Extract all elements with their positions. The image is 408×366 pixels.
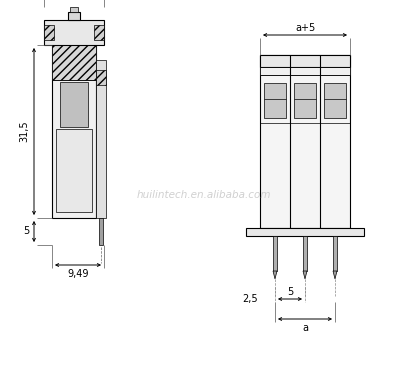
Polygon shape xyxy=(303,271,307,279)
Bar xyxy=(60,82,88,127)
Bar xyxy=(260,55,350,67)
Bar xyxy=(70,7,78,12)
Text: 5: 5 xyxy=(287,287,293,297)
Text: 2,5: 2,5 xyxy=(242,294,258,304)
Text: 9,49: 9,49 xyxy=(67,269,89,279)
Text: 5: 5 xyxy=(23,227,29,236)
Bar xyxy=(52,45,96,80)
Bar xyxy=(324,83,346,118)
Bar xyxy=(44,20,104,45)
Bar xyxy=(264,83,286,118)
Text: a+5: a+5 xyxy=(295,23,315,33)
Bar xyxy=(96,60,106,218)
Text: a: a xyxy=(302,323,308,333)
Bar xyxy=(68,12,80,20)
Bar xyxy=(294,83,316,118)
Polygon shape xyxy=(273,271,277,279)
Polygon shape xyxy=(333,271,337,279)
Text: 31,5: 31,5 xyxy=(19,121,29,142)
Bar xyxy=(273,236,277,271)
Bar xyxy=(96,70,106,85)
Text: huilintech.en.alibaba.com: huilintech.en.alibaba.com xyxy=(137,190,271,200)
Bar xyxy=(333,236,337,271)
Bar xyxy=(52,45,96,218)
Bar xyxy=(260,67,350,75)
Bar xyxy=(303,236,307,271)
Bar xyxy=(94,25,104,40)
Bar xyxy=(99,218,103,245)
Bar xyxy=(246,228,364,236)
Bar xyxy=(44,25,54,40)
Bar xyxy=(260,55,350,228)
Bar xyxy=(56,129,92,212)
